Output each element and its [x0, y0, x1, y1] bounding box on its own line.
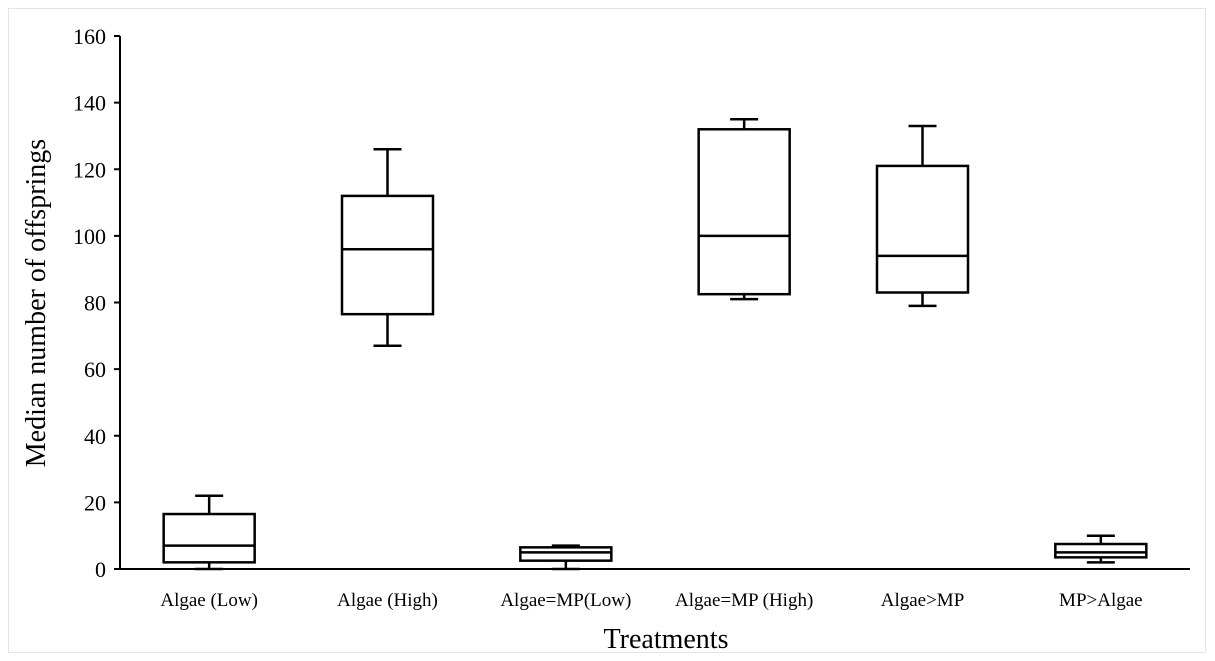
iqr-box	[340, 194, 435, 316]
x-category-labels: Algae (Low) Algae (High) Algae=MP(Low) Alga…	[160, 590, 1142, 611]
box-2	[340, 148, 435, 348]
iqr-box	[162, 512, 256, 564]
box-5	[875, 124, 970, 308]
y-tick-label: 20	[84, 490, 106, 515]
box-6	[1054, 534, 1148, 564]
y-tick-labels: 0 20 40 60 80 100 120 140 160	[73, 24, 120, 582]
iqr-box	[697, 128, 791, 296]
y-axis-title: Median number of offsprings	[21, 139, 52, 467]
y-tick-label: 100	[73, 224, 106, 249]
y-tick-label: 120	[73, 157, 106, 182]
iqr-box	[1054, 542, 1148, 559]
x-axis-title: Treatments	[604, 624, 729, 655]
box-4	[697, 118, 791, 301]
x-category-label: Algae (Low)	[160, 590, 258, 611]
y-tick-label: 160	[73, 24, 106, 49]
x-category-label: MP>Algae	[1059, 590, 1143, 611]
x-category-label: Algae (High)	[337, 590, 438, 611]
y-tick-label: 80	[84, 291, 106, 316]
y-tick-label: 60	[84, 357, 106, 382]
x-category-label: Algae>MP	[881, 590, 965, 611]
x-category-label: Algae=MP(Low)	[500, 590, 631, 611]
x-category-label: Algae=MP (High)	[675, 590, 813, 611]
box-1	[162, 494, 256, 571]
y-tick-label: 40	[84, 424, 106, 449]
iqr-box	[875, 164, 970, 294]
y-tick-label: 0	[95, 557, 106, 582]
boxes	[162, 118, 1148, 571]
box-3	[519, 544, 613, 571]
iqr-box	[519, 546, 613, 562]
y-tick-label: 140	[73, 91, 106, 116]
